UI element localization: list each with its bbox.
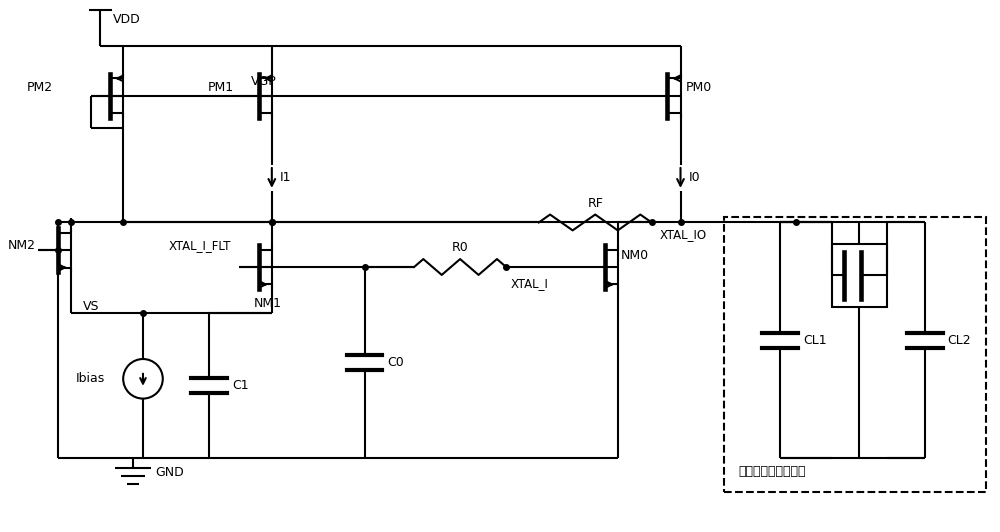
- Text: VS: VS: [83, 300, 99, 313]
- Text: NM0: NM0: [620, 248, 648, 262]
- Text: XTAL_I_FLT: XTAL_I_FLT: [169, 239, 231, 252]
- Text: C1: C1: [232, 379, 249, 392]
- Text: CL1: CL1: [803, 334, 827, 347]
- FancyBboxPatch shape: [832, 244, 887, 306]
- Text: VDD: VDD: [113, 13, 141, 26]
- Text: NM1: NM1: [254, 297, 282, 311]
- Text: R0: R0: [452, 241, 469, 254]
- Text: I1: I1: [280, 171, 291, 185]
- Text: C0: C0: [387, 356, 404, 369]
- Text: PM1: PM1: [208, 81, 234, 94]
- Text: PM2: PM2: [27, 81, 53, 94]
- Text: NM2: NM2: [8, 239, 36, 252]
- Text: PM0: PM0: [685, 81, 712, 94]
- Text: CL2: CL2: [947, 334, 971, 347]
- Text: GND: GND: [155, 467, 184, 479]
- Text: I0: I0: [688, 171, 700, 185]
- Text: RF: RF: [587, 197, 603, 210]
- Text: Ibias: Ibias: [76, 372, 105, 385]
- Text: XTAL_I: XTAL_I: [511, 277, 549, 290]
- Text: 芯片外部晶振与电容: 芯片外部晶振与电容: [739, 466, 806, 478]
- Text: VGP: VGP: [251, 75, 277, 88]
- Text: XTAL_IO: XTAL_IO: [660, 228, 707, 242]
